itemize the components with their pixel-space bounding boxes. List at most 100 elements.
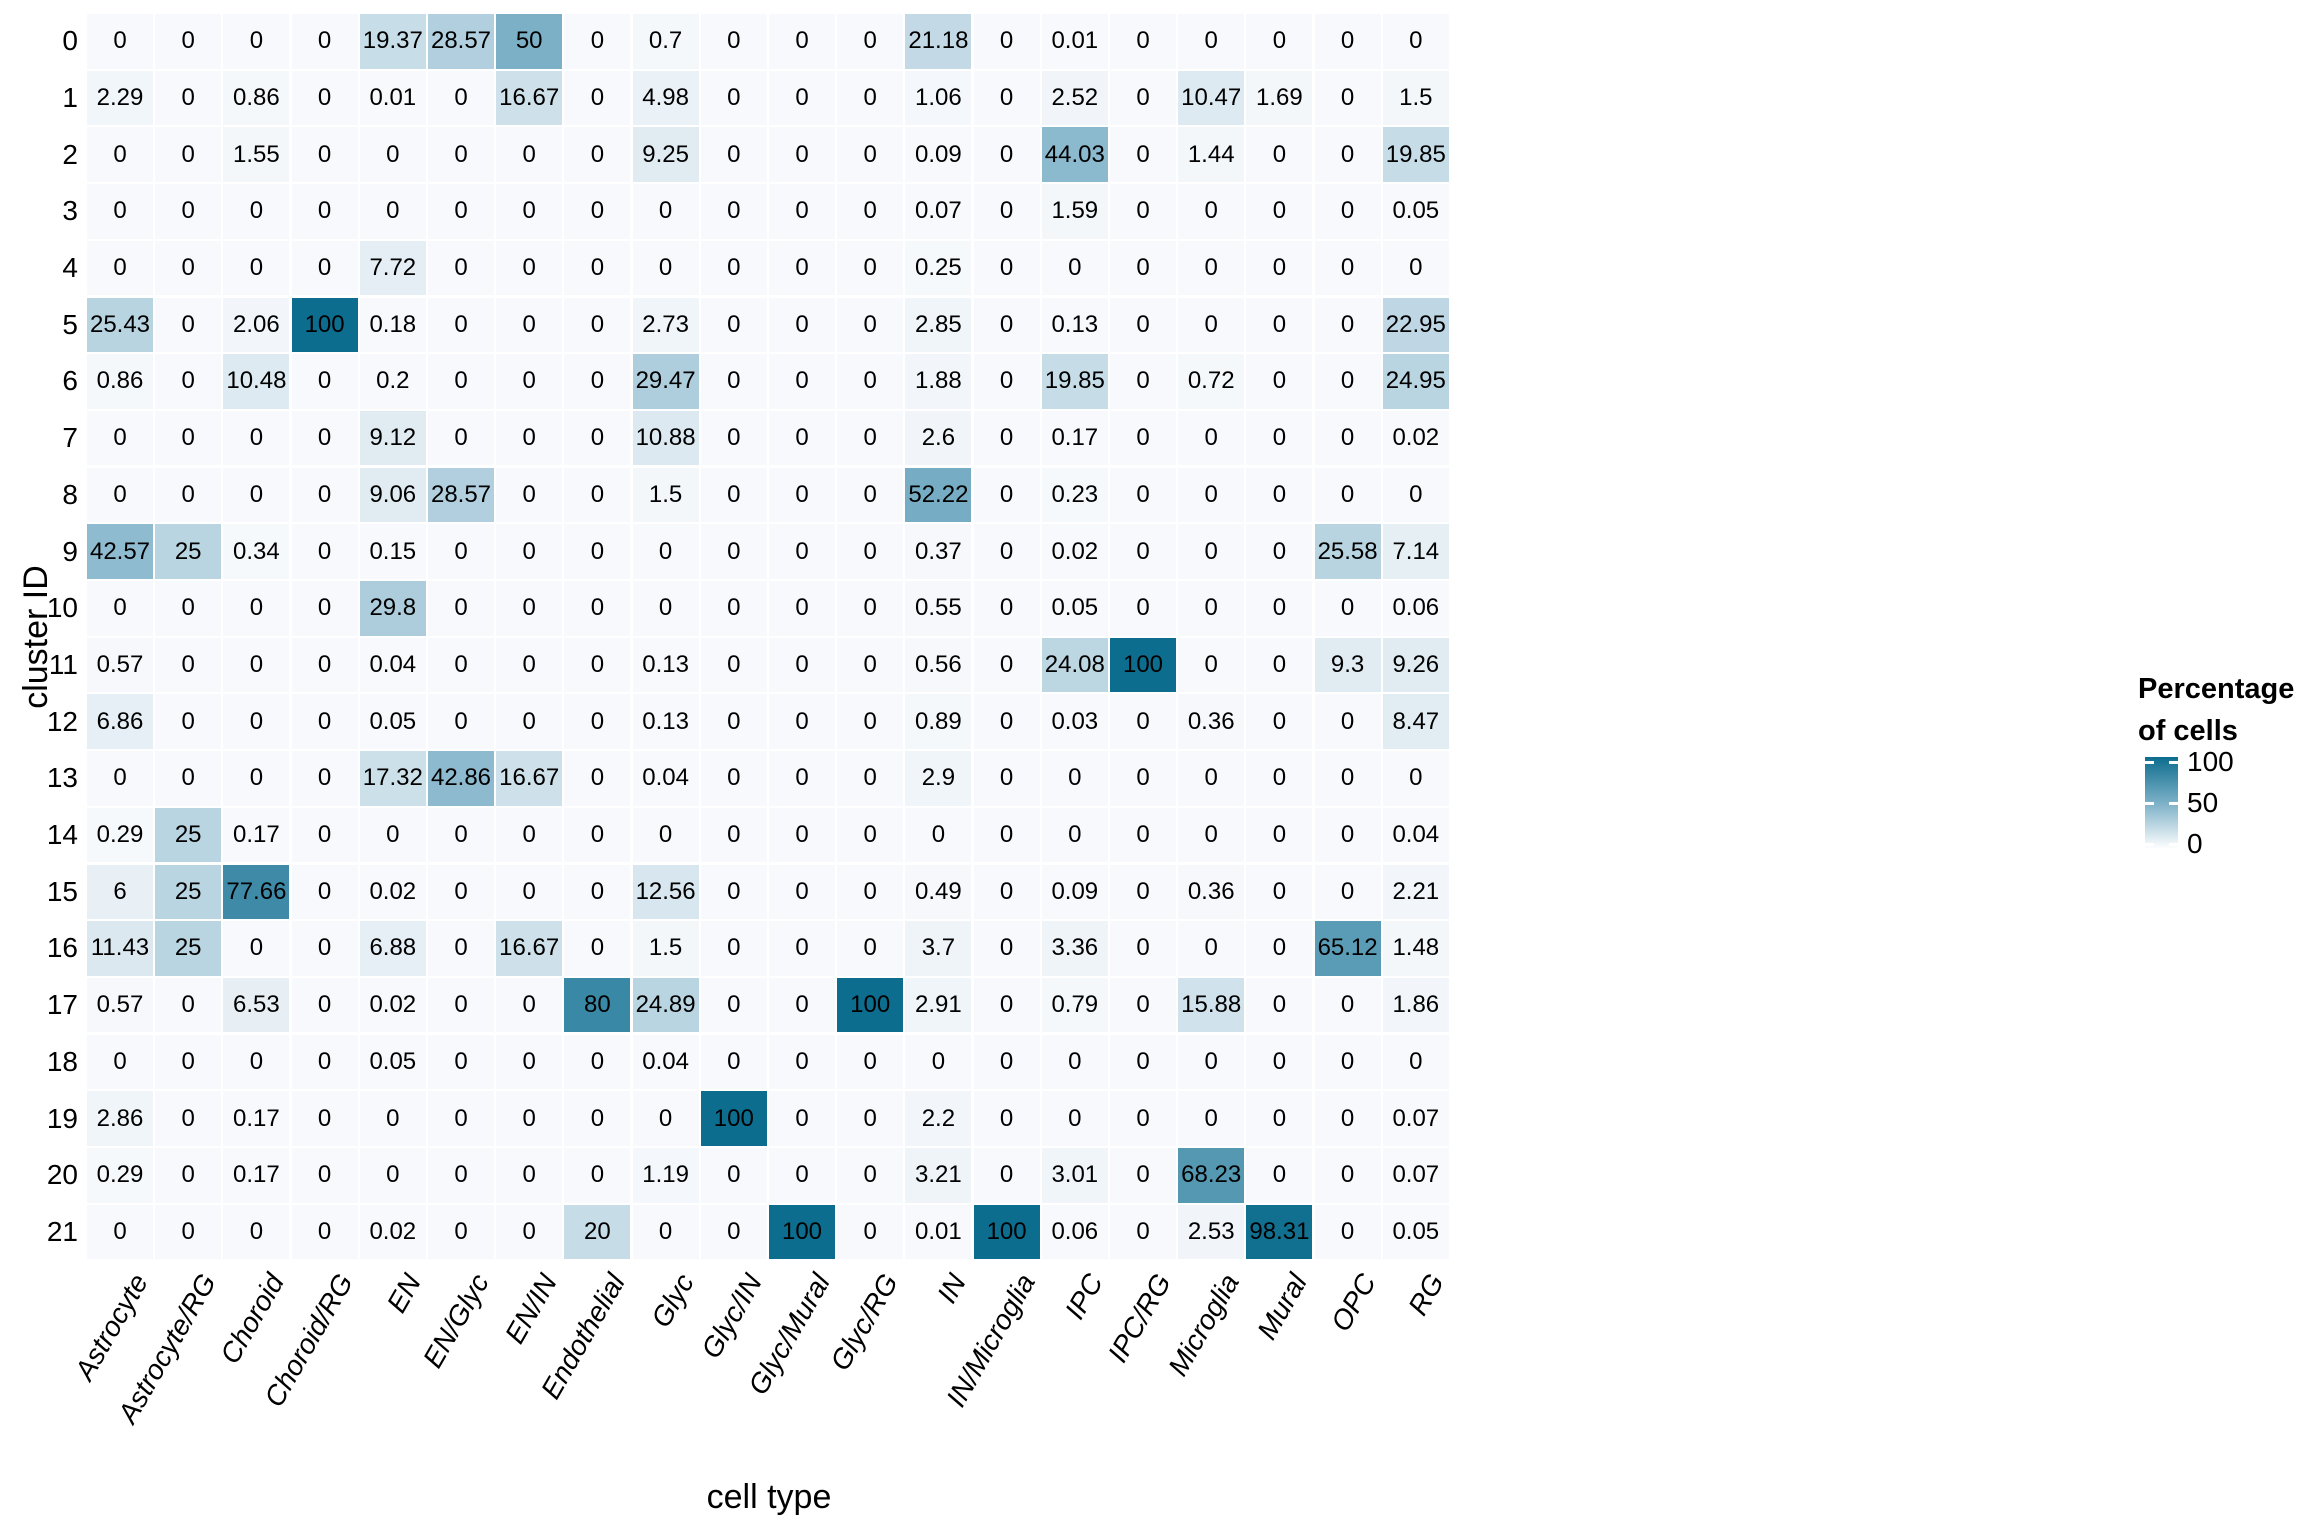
heatmap-cell: 0 xyxy=(1178,807,1245,863)
heatmap-cell: 0.05 xyxy=(1382,1204,1449,1260)
heatmap-cell: 0 xyxy=(1314,70,1381,126)
heatmap-cell: 0 xyxy=(769,1091,835,1146)
heatmap-cell: 0 xyxy=(155,1091,222,1146)
heatmap-cell: 0 xyxy=(496,1091,563,1146)
heatmap-cell: 0 xyxy=(837,127,904,182)
heatmap-cell: 0 xyxy=(1246,524,1313,579)
heatmap-cell: 0 xyxy=(1382,1034,1449,1090)
heatmap-cell: 0 xyxy=(87,581,153,636)
heatmap-cell: 0 xyxy=(223,184,290,239)
heatmap-cell: 0 xyxy=(1382,751,1449,806)
heatmap-cell: 0 xyxy=(1041,807,1108,863)
y-tick-label: 14 xyxy=(46,819,78,851)
heatmap-cell: 9.3 xyxy=(1314,637,1381,693)
heatmap-cell: 0.05 xyxy=(359,694,426,749)
heatmap-cell: 0 xyxy=(973,977,1040,1033)
heatmap-cell: 0 xyxy=(1110,807,1176,863)
heatmap-cell: 0 xyxy=(700,524,767,579)
heatmap-cell: 0.49 xyxy=(905,864,972,919)
heatmap-cell: 0 xyxy=(769,807,835,863)
heatmap-cell: 0 xyxy=(973,14,1040,69)
heatmap-cell: 0.05 xyxy=(1041,581,1108,636)
heatmap-cell: 0 xyxy=(496,410,563,466)
heatmap-cell: 0 xyxy=(155,751,222,806)
heatmap-cell: 24.89 xyxy=(632,977,699,1033)
heatmap-cell: 0 xyxy=(291,581,358,636)
heatmap-cell: 0 xyxy=(496,581,563,636)
heatmap-cell: 24.08 xyxy=(1041,637,1108,693)
heatmap-cell: 6.86 xyxy=(87,694,153,749)
heatmap-cell: 2.91 xyxy=(905,977,972,1033)
heatmap-cell: 0 xyxy=(291,184,358,239)
heatmap-cell: 0 xyxy=(223,1034,290,1090)
heatmap-cell: 0 xyxy=(1110,240,1176,296)
heatmap-cell: 0 xyxy=(1110,977,1176,1033)
heatmap-cell: 0.36 xyxy=(1178,694,1245,749)
heatmap-cell: 0 xyxy=(359,127,426,182)
heatmap-cell: 0 xyxy=(564,354,631,409)
heatmap-cell: 1.69 xyxy=(1246,70,1313,126)
heatmap-cell: 0.57 xyxy=(87,977,153,1033)
heatmap-cell: 0 xyxy=(700,694,767,749)
heatmap-cell: 0 xyxy=(1110,921,1176,976)
heatmap-cell: 0 xyxy=(1314,354,1381,409)
heatmap-cell: 1.44 xyxy=(1178,127,1245,182)
heatmap-cell: 0 xyxy=(291,1034,358,1090)
heatmap-cell: 0.79 xyxy=(1041,977,1108,1033)
heatmap-cell: 0 xyxy=(1178,581,1245,636)
heatmap-cell: 0.36 xyxy=(1178,864,1245,919)
heatmap-cell: 0.01 xyxy=(1041,14,1108,69)
heatmap-cell: 0 xyxy=(700,1148,767,1203)
heatmap-cell: 0 xyxy=(837,524,904,579)
heatmap-cell: 0 xyxy=(291,354,358,409)
heatmap-cell: 0 xyxy=(428,1091,494,1146)
heatmap-cell: 0 xyxy=(155,354,222,409)
heatmap-cell: 0.01 xyxy=(359,70,426,126)
heatmap-cell: 2.2 xyxy=(905,1091,972,1146)
heatmap-cell: 0.01 xyxy=(905,1204,972,1260)
heatmap-cell: 0 xyxy=(291,127,358,182)
heatmap-cell: 1.5 xyxy=(632,921,699,976)
heatmap-cell: 19.85 xyxy=(1382,127,1449,182)
y-tick-label: 12 xyxy=(46,705,78,737)
heatmap-cell: 0 xyxy=(1314,977,1381,1033)
heatmap-cell: 2.9 xyxy=(905,751,972,806)
heatmap-cell: 0 xyxy=(769,14,835,69)
heatmap-cell: 0.02 xyxy=(359,977,426,1033)
heatmap-cell: 0 xyxy=(1246,751,1313,806)
heatmap-cell: 0 xyxy=(428,637,494,693)
heatmap-cell: 0 xyxy=(700,184,767,239)
heatmap-cell: 0 xyxy=(973,637,1040,693)
heatmap-cell: 0 xyxy=(1110,1204,1176,1260)
heatmap-cell: 0 xyxy=(564,127,631,182)
heatmap-cell: 0 xyxy=(428,297,494,352)
heatmap-cell: 0 xyxy=(1178,467,1245,523)
heatmap-cell: 100 xyxy=(700,1091,767,1146)
heatmap-cell: 0 xyxy=(1314,297,1381,352)
heatmap-cell: 0 xyxy=(632,1091,699,1146)
heatmap-cell: 0 xyxy=(1110,297,1176,352)
heatmap-cell: 0.56 xyxy=(905,637,972,693)
colorbar-tick-mark xyxy=(2169,760,2178,764)
heatmap-cell: 0 xyxy=(837,637,904,693)
heatmap-cell: 1.88 xyxy=(905,354,972,409)
heatmap-cell: 0 xyxy=(769,297,835,352)
heatmap-cell: 0 xyxy=(564,921,631,976)
heatmap-cell: 98.31 xyxy=(1246,1204,1313,1260)
heatmap-cell: 3.01 xyxy=(1041,1148,1108,1203)
y-tick-label: 15 xyxy=(46,875,78,907)
heatmap-cell: 0 xyxy=(1314,127,1381,182)
heatmap-cell: 0 xyxy=(837,240,904,296)
heatmap-cell: 0 xyxy=(564,524,631,579)
heatmap-cell: 0 xyxy=(973,524,1040,579)
heatmap-cell: 0 xyxy=(428,410,494,466)
heatmap-cell: 1.5 xyxy=(632,467,699,523)
heatmap-cell: 0 xyxy=(291,70,358,126)
heatmap-cell: 0 xyxy=(87,240,153,296)
heatmap-cell: 0 xyxy=(496,807,563,863)
heatmap-cell: 0 xyxy=(223,240,290,296)
heatmap-cell: 0 xyxy=(291,14,358,69)
y-tick-label: 6 xyxy=(62,365,78,397)
heatmap-cell: 0.13 xyxy=(632,694,699,749)
y-tick-label: 2 xyxy=(62,138,78,170)
